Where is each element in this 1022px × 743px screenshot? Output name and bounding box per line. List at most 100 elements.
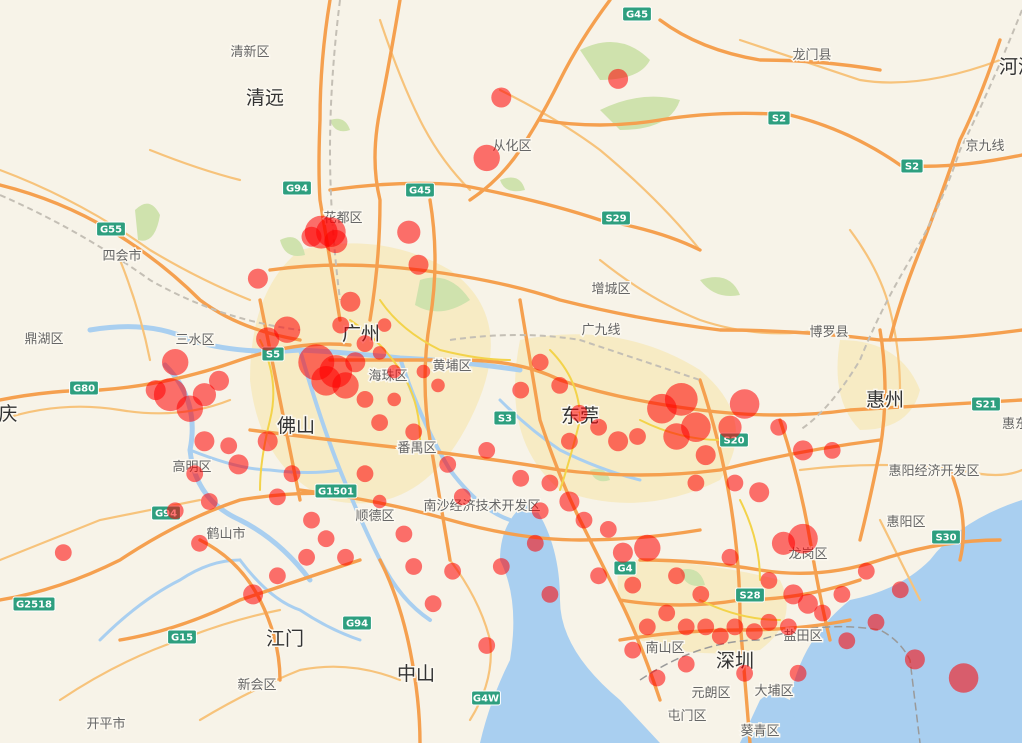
marker-31[interactable] bbox=[192, 383, 216, 407]
marker-84[interactable] bbox=[788, 523, 818, 554]
marker-89[interactable] bbox=[833, 586, 851, 603]
marker-108[interactable] bbox=[736, 664, 753, 682]
marker-39[interactable] bbox=[257, 431, 278, 452]
marker-47[interactable] bbox=[243, 584, 264, 605]
marker-85[interactable] bbox=[760, 572, 778, 589]
marker-55[interactable] bbox=[424, 595, 442, 613]
marker-111[interactable] bbox=[838, 632, 856, 650]
marker-54[interactable] bbox=[444, 562, 461, 580]
marker-10[interactable] bbox=[273, 316, 301, 343]
marker-118[interactable] bbox=[531, 502, 549, 520]
marker-123[interactable] bbox=[668, 567, 685, 585]
marker-68[interactable] bbox=[599, 521, 617, 538]
marker-57[interactable] bbox=[478, 442, 496, 459]
marker-98[interactable] bbox=[638, 618, 656, 636]
marker-94[interactable] bbox=[793, 440, 813, 461]
marker-77[interactable] bbox=[729, 389, 760, 419]
marker-114[interactable] bbox=[405, 423, 423, 441]
marker-113[interactable] bbox=[371, 414, 388, 431]
marker-21[interactable] bbox=[372, 346, 387, 360]
marker-88[interactable] bbox=[814, 604, 831, 622]
marker-2[interactable] bbox=[324, 229, 348, 254]
marker-50[interactable] bbox=[356, 465, 374, 483]
marker-93[interactable] bbox=[948, 663, 979, 693]
marker-35[interactable] bbox=[228, 454, 249, 475]
marker-40[interactable] bbox=[283, 465, 301, 483]
marker-45[interactable] bbox=[298, 548, 315, 566]
marker-33[interactable] bbox=[194, 431, 215, 452]
marker-70[interactable] bbox=[612, 542, 633, 563]
marker-117[interactable] bbox=[512, 469, 530, 487]
marker-102[interactable] bbox=[726, 618, 744, 636]
marker-5[interactable] bbox=[491, 87, 512, 108]
marker-51[interactable] bbox=[372, 494, 387, 509]
marker-64[interactable] bbox=[561, 432, 578, 450]
marker-4[interactable] bbox=[473, 144, 500, 172]
marker-6[interactable] bbox=[608, 68, 629, 89]
marker-58[interactable] bbox=[512, 381, 530, 399]
marker-95[interactable] bbox=[823, 442, 841, 459]
marker-72[interactable] bbox=[664, 383, 698, 416]
marker-66[interactable] bbox=[559, 491, 580, 512]
marker-36[interactable] bbox=[186, 465, 204, 483]
marker-96[interactable] bbox=[721, 548, 739, 566]
marker-34[interactable] bbox=[220, 437, 238, 455]
marker-23[interactable] bbox=[356, 391, 374, 408]
marker-67[interactable] bbox=[575, 511, 593, 529]
marker-62[interactable] bbox=[590, 418, 607, 436]
marker-99[interactable] bbox=[677, 618, 695, 636]
marker-11[interactable] bbox=[256, 327, 280, 351]
marker-19[interactable] bbox=[332, 316, 350, 334]
marker-26[interactable] bbox=[431, 378, 445, 393]
marker-74[interactable] bbox=[663, 423, 690, 450]
marker-75[interactable] bbox=[695, 445, 716, 466]
marker-109[interactable] bbox=[677, 655, 695, 673]
marker-56[interactable] bbox=[478, 637, 496, 654]
marker-107[interactable] bbox=[789, 664, 807, 682]
marker-24[interactable] bbox=[387, 392, 402, 407]
marker-8[interactable] bbox=[408, 254, 429, 275]
marker-41[interactable] bbox=[269, 488, 286, 506]
marker-79[interactable] bbox=[687, 474, 705, 492]
marker-42[interactable] bbox=[303, 511, 320, 529]
marker-9[interactable] bbox=[247, 268, 268, 289]
marker-82[interactable] bbox=[770, 418, 788, 436]
marker-122[interactable] bbox=[624, 576, 642, 594]
marker-78[interactable] bbox=[629, 428, 646, 445]
scatter-markers[interactable] bbox=[54, 68, 979, 693]
marker-97[interactable] bbox=[658, 604, 676, 622]
marker-25[interactable] bbox=[416, 364, 431, 379]
marker-110[interactable] bbox=[648, 669, 666, 687]
marker-90[interactable] bbox=[857, 562, 875, 580]
marker-101[interactable] bbox=[711, 627, 729, 645]
marker-125[interactable] bbox=[541, 586, 559, 603]
marker-30[interactable] bbox=[145, 380, 166, 401]
marker-7[interactable] bbox=[397, 220, 421, 244]
marker-46[interactable] bbox=[269, 567, 286, 585]
marker-53[interactable] bbox=[405, 558, 423, 575]
marker-112[interactable] bbox=[867, 613, 885, 631]
marker-86[interactable] bbox=[783, 584, 804, 605]
marker-27[interactable] bbox=[162, 349, 189, 376]
marker-119[interactable] bbox=[492, 558, 510, 575]
marker-120[interactable] bbox=[526, 534, 544, 552]
marker-124[interactable] bbox=[692, 586, 710, 603]
marker-49[interactable] bbox=[191, 534, 208, 552]
marker-63[interactable] bbox=[608, 431, 629, 452]
marker-121[interactable] bbox=[590, 567, 607, 585]
marker-15[interactable] bbox=[332, 372, 359, 399]
marker-104[interactable] bbox=[760, 613, 778, 631]
marker-105[interactable] bbox=[780, 618, 797, 636]
marker-43[interactable] bbox=[317, 530, 335, 548]
marker-20[interactable] bbox=[377, 318, 392, 332]
marker-48[interactable] bbox=[54, 544, 72, 561]
marker-32[interactable] bbox=[209, 370, 229, 391]
marker-69[interactable] bbox=[634, 534, 661, 562]
marker-18[interactable] bbox=[340, 291, 361, 312]
marker-80[interactable] bbox=[726, 474, 744, 492]
marker-116[interactable] bbox=[453, 488, 471, 506]
marker-52[interactable] bbox=[395, 525, 413, 543]
marker-100[interactable] bbox=[697, 618, 715, 636]
